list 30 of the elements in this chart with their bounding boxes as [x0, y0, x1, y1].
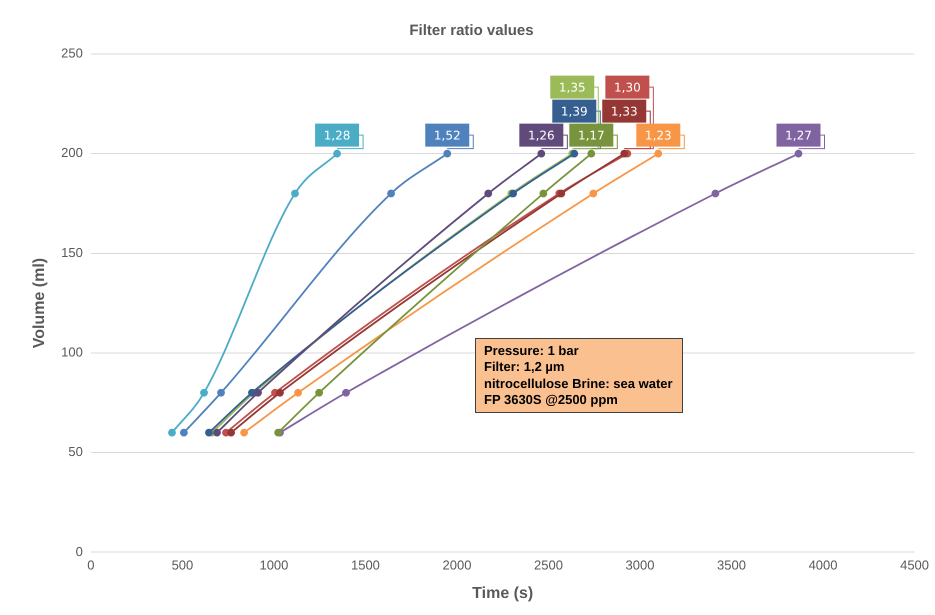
annotation: 1,28: [324, 128, 350, 142]
x-tick-label: 3500: [717, 558, 746, 573]
x-axis-title: Time (s): [472, 584, 534, 602]
annotation: 1,17: [578, 128, 605, 142]
y-tick-label: 150: [61, 244, 83, 260]
y-tick-label: 200: [61, 145, 83, 160]
x-tick-label: 2500: [534, 558, 563, 573]
y-tick-label: 250: [61, 46, 83, 61]
y-tick-label: 100: [61, 344, 83, 360]
x-tick-label: 2000: [442, 558, 472, 573]
annotation: 1,26: [528, 128, 555, 142]
y-tick-label: 0: [76, 544, 83, 559]
annotation: 1,33: [610, 104, 638, 118]
x-tick-label: 4500: [900, 558, 929, 573]
annotation: 1,39: [560, 104, 588, 118]
annotation: 1,27: [785, 128, 812, 142]
annotation: 1,23: [644, 128, 672, 142]
y-axis-title: Volume (ml): [31, 258, 48, 348]
annotation: 1,30: [614, 80, 641, 94]
annotation: Pressure: 1 bar Filter: 1,2 µm nitrocellulose Brine: sea water FP 3630S @2500 ppm: [475, 338, 683, 413]
annotation: 1,35: [558, 80, 586, 94]
chart-title: Filter ratio values: [409, 22, 534, 40]
annotation: 1,52: [434, 128, 461, 142]
y-tick-label: 50: [68, 444, 83, 460]
x-tick-label: 1000: [259, 558, 288, 573]
x-tick-label: 3000: [626, 558, 654, 573]
x-tick-label: 0: [87, 558, 95, 573]
x-tick-label: 1500: [350, 558, 380, 573]
x-tick-label: 4000: [808, 558, 838, 573]
x-tick-label: 500: [172, 558, 194, 573]
